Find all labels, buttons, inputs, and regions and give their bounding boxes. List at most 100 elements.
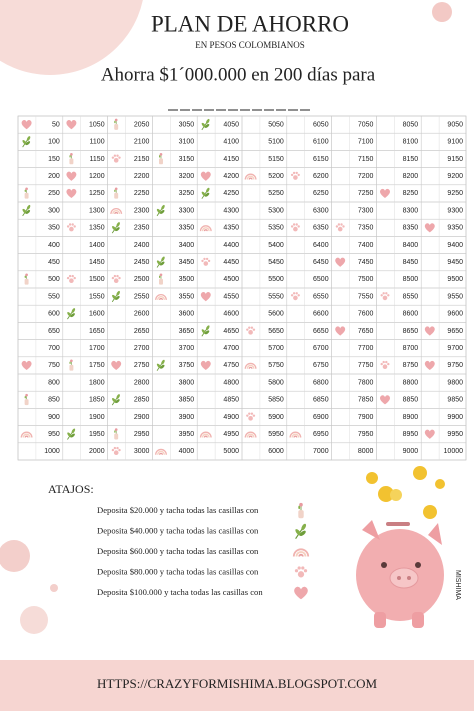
icon: [21, 360, 32, 371]
shortcut-text: Deposita $60.000 y tacha todas las casil…: [97, 546, 259, 556]
icon: [155, 255, 166, 268]
icon: [158, 273, 164, 286]
grid-number: 1200: [89, 173, 105, 180]
grid-number: 4200: [223, 173, 239, 180]
icon: [200, 360, 211, 371]
shortcut-icon: [297, 502, 305, 519]
grid-number: 1250: [89, 190, 105, 197]
grid-number: 8850: [403, 397, 419, 404]
icon: [289, 431, 302, 439]
decor-circle: [0, 0, 143, 75]
grid-number: 2950: [134, 431, 150, 438]
piggy-illustration: [356, 466, 445, 628]
grid-number: 3000: [134, 448, 150, 455]
grid-number: 7450: [358, 259, 374, 266]
grid-number: 4250: [223, 190, 239, 197]
grid-number: 9750: [447, 362, 463, 369]
grid-number: 9500: [447, 276, 463, 283]
grid-number: 5950: [268, 431, 284, 438]
grid-number: 1950: [89, 431, 105, 438]
grid-number: 4650: [223, 328, 239, 335]
grid-number: 7600: [358, 311, 374, 318]
grid-number: 7700: [358, 345, 374, 352]
grid-number: 3550: [179, 293, 195, 300]
grid-number: 9000: [403, 448, 419, 455]
grid-number: 2250: [134, 190, 150, 197]
grid-number: 2150: [134, 156, 150, 163]
icon: [111, 446, 121, 456]
grid-number: 6050: [313, 121, 329, 128]
icon: [244, 431, 257, 439]
grid-number: 1600: [89, 311, 105, 318]
icon: [113, 427, 119, 440]
icon: [111, 360, 122, 371]
icon: [244, 362, 257, 370]
grid-number: 3050: [179, 121, 195, 128]
savings-grid: 50 1050 2050 3050 4050 5050 6050 7050 8050 9050 10…: [17, 115, 467, 461]
grid-number: 5500: [268, 276, 284, 283]
grid-number: 5150: [268, 156, 284, 163]
grid-number: 200: [48, 173, 60, 180]
grid-number: 9800: [447, 379, 463, 386]
shortcut-text: Deposita $100.000 y tacha todas las casi…: [97, 587, 263, 597]
grid-number: 1800: [89, 379, 105, 386]
grid-number: 6600: [313, 311, 329, 318]
tagline: Ahorra $1´000.000 en 200 días para: [101, 64, 376, 85]
grid-number: 8550: [403, 293, 419, 300]
grid-number: 3250: [179, 190, 195, 197]
icon: [111, 274, 121, 284]
grid-number: 7250: [358, 190, 374, 197]
grid-number: 1550: [89, 293, 105, 300]
grid-number: 4350: [223, 225, 239, 232]
grid-number: 1900: [89, 414, 105, 421]
shortcut-icon: [293, 522, 308, 540]
grid-number: 6700: [313, 345, 329, 352]
grid-number: 9700: [447, 345, 463, 352]
icon: [21, 120, 32, 130]
grid-number: 2800: [134, 379, 150, 386]
icon: [199, 225, 212, 232]
icon: [113, 187, 119, 200]
grid-number: 6200: [313, 173, 329, 180]
grid-number: 1050: [89, 121, 105, 128]
grid-number: 1150: [90, 156, 105, 163]
grid-number: 1400: [89, 242, 105, 249]
grid-number: 7900: [358, 414, 374, 421]
shortcut-text: Deposita $20.000 y tacha todas las casil…: [97, 505, 259, 515]
grid-number: 9200: [447, 173, 463, 180]
grid-number: 3900: [179, 414, 195, 421]
icon: [200, 186, 211, 200]
icon: [66, 427, 77, 440]
grid-number: 6650: [313, 328, 329, 335]
grid-number: 9650: [447, 328, 463, 335]
grid-number: 500: [48, 276, 60, 283]
grid-number: 1100: [90, 139, 105, 146]
grid-number: 4000: [179, 448, 195, 455]
grid-number: 850: [48, 397, 60, 404]
grid-number: 8450: [403, 259, 419, 266]
grid-number: 6550: [313, 293, 329, 300]
grid-number: 4300: [223, 207, 239, 214]
grid-number: 3300: [179, 207, 195, 214]
icon: [290, 171, 300, 180]
icon: [158, 152, 164, 165]
grid-number: 5600: [268, 311, 284, 318]
grid-number: 4100: [223, 139, 239, 146]
shortcut-icon: [292, 548, 310, 558]
shortcut-icon: [294, 566, 308, 578]
decor-circle: [20, 606, 48, 634]
grid-number: 2750: [134, 362, 150, 369]
icon: [110, 207, 123, 215]
grid-number: 7550: [358, 293, 374, 300]
grid-number: 2700: [134, 345, 150, 352]
grid-number: 4050: [223, 121, 239, 128]
grid-number: 1350: [89, 225, 105, 232]
icon: [200, 292, 211, 302]
grid-number: 5800: [268, 379, 284, 386]
grid-number: 6400: [313, 242, 329, 249]
grid-number: 9150: [447, 156, 463, 163]
grid-number: 3200: [179, 173, 195, 180]
grid-number: 8150: [403, 156, 419, 163]
grid-number: 8950: [403, 431, 419, 438]
grid-number: 2500: [134, 276, 150, 283]
